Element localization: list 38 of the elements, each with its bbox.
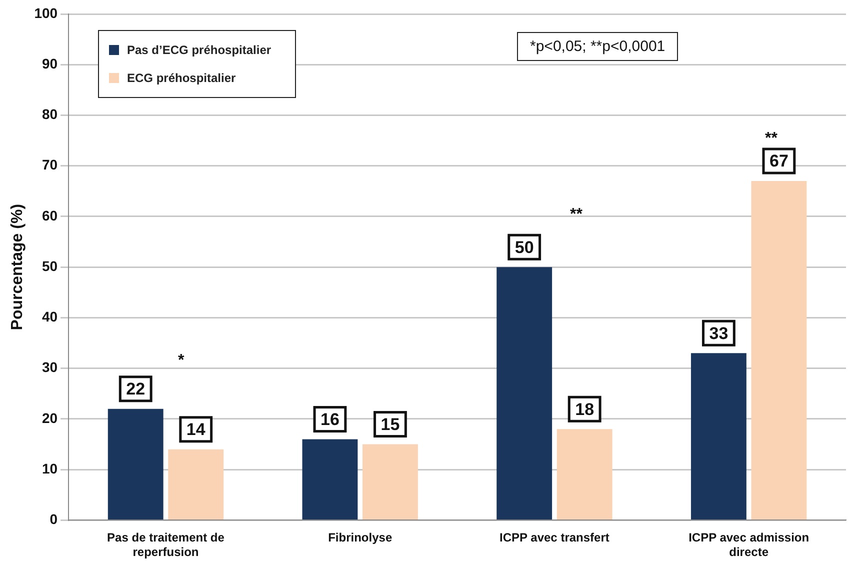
y-tick-label: 100 [34,4,58,21]
y-tick-label: 10 [42,460,58,476]
bar [168,449,224,520]
bar [496,267,552,520]
annotation: ** [570,206,582,224]
y-tick-label: 0 [50,511,58,528]
data-label: 15 [380,414,400,434]
annotation: * [178,352,184,370]
y-tick-label: 80 [42,106,58,122]
x-tick-label: ICPP avec transfert [500,530,610,545]
data-label: 14 [186,420,206,440]
y-tick-label: 60 [42,207,58,224]
legend-label: ECG préhospitalier [127,71,236,85]
data-label: 67 [769,152,788,171]
bar [556,429,612,520]
legend-label: Pas d’ECG préhospitalier [127,43,272,57]
data-label: 18 [575,400,594,419]
y-axis-title: Pourcentage (%) [9,204,26,330]
annotation: *p<0,05; **p<0,0001 [517,32,678,61]
x-tick-label: ICPP avec admission directe [688,530,810,560]
annotation: ** [765,130,778,148]
y-tick-label: 70 [42,156,58,173]
y-tick-label: 30 [42,359,58,376]
y-tick-label: 20 [42,410,58,426]
bar [362,444,418,520]
bar [108,408,164,520]
bar [690,353,746,520]
bar [302,439,358,520]
data-label: 50 [514,238,534,257]
data-label: 16 [320,410,340,429]
x-tick-label: Fibrinolyse [328,530,392,545]
data-label: 22 [126,380,146,399]
x-tick-label: Pas de traitement de reperfusion [107,530,225,560]
y-tick-label: 90 [42,55,58,72]
data-label: 33 [709,324,728,343]
bar [751,181,807,520]
y-tick-label: 50 [42,258,58,274]
y-tick-label: 40 [42,308,58,325]
